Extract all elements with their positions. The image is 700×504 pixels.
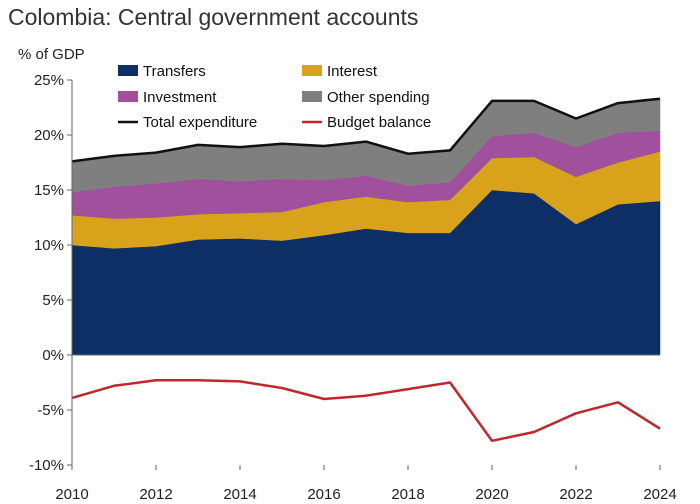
x-tick-label: 2018 [391, 486, 424, 503]
legend-label-transfers: Transfers [143, 63, 206, 80]
legend-swatch-investment [118, 91, 138, 102]
x-tick-label: 2010 [55, 486, 88, 503]
x-tick-label: 2022 [559, 486, 592, 503]
stacked-areas [71, 98, 661, 356]
x-tick-label: 2014 [223, 486, 256, 503]
y-tick-label: -5% [37, 402, 64, 419]
legend-label-total-expenditure: Total expenditure [143, 114, 257, 131]
legend-label-budget-balance: Budget balance [327, 114, 431, 131]
y-tick-label: 5% [42, 292, 64, 309]
legend-swatch-other-spending [302, 91, 322, 102]
legend: Transfers Interest Investment Other spendin… [118, 63, 431, 131]
legend-label-investment: Investment [143, 89, 217, 106]
chart-title: Colombia: Central government accounts [8, 4, 419, 30]
line-total-expenditure [71, 97, 661, 163]
line-budget-balance [71, 379, 661, 443]
y-tick-label: 10% [34, 237, 64, 254]
legend-swatch-interest [302, 65, 322, 76]
x-tick-label: 2024 [643, 486, 676, 503]
series-lines [71, 97, 661, 443]
legend-swatch-transfers [118, 65, 138, 76]
y-tick-label: -10% [29, 457, 64, 474]
x-tick-label: 2020 [475, 486, 508, 503]
y-tick-label: 25% [34, 72, 64, 89]
legend-label-interest: Interest [327, 63, 378, 80]
x-tick-label: 2012 [139, 486, 172, 503]
x-tick-label: 2016 [307, 486, 340, 503]
y-tick-label: 15% [34, 182, 64, 199]
y-tick-label: 20% [34, 127, 64, 144]
y-axis-label: % of GDP [18, 46, 85, 63]
axes: 25% 20% 15% 10% 5% 0% -5% -10% 2010 2012 2014 2016 2… [29, 72, 677, 503]
y-tick-label: 0% [42, 347, 64, 364]
legend-label-other-spending: Other spending [327, 89, 430, 106]
